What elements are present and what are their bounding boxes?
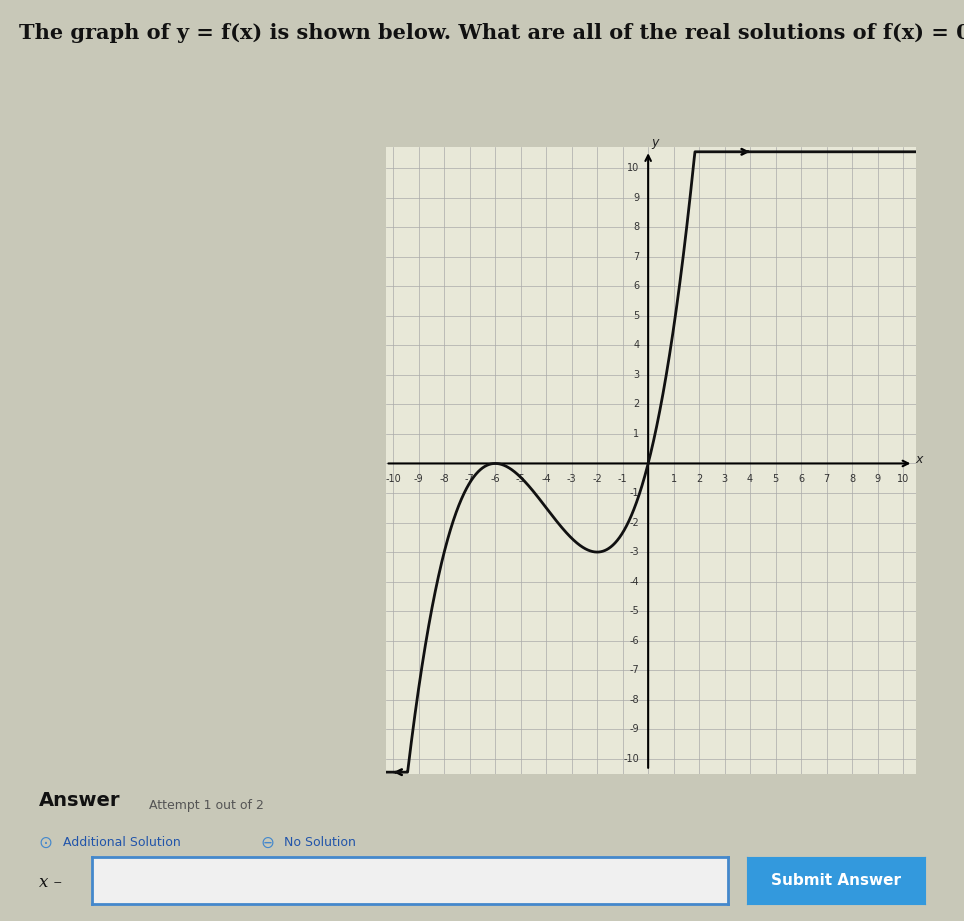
Text: 10: 10 (627, 163, 639, 173)
Text: -7: -7 (629, 665, 639, 675)
Text: -10: -10 (386, 473, 401, 484)
Text: -9: -9 (629, 724, 639, 734)
Text: -10: -10 (624, 754, 639, 764)
Text: x: x (916, 452, 924, 465)
Text: -3: -3 (629, 547, 639, 557)
Text: 8: 8 (849, 473, 855, 484)
Text: The graph of y = f(x) is shown below. What are all of the real solutions of f(x): The graph of y = f(x) is shown below. Wh… (19, 23, 964, 43)
Text: 7: 7 (823, 473, 830, 484)
Text: ⊙: ⊙ (39, 834, 52, 852)
Text: 9: 9 (633, 192, 639, 203)
Text: No Solution: No Solution (284, 836, 357, 849)
Text: Additional Solution: Additional Solution (63, 836, 180, 849)
Text: -4: -4 (629, 577, 639, 587)
Text: 5: 5 (772, 473, 779, 484)
Text: 8: 8 (633, 222, 639, 232)
Text: -2: -2 (592, 473, 602, 484)
Text: 3: 3 (633, 370, 639, 379)
Text: 1: 1 (633, 429, 639, 439)
Text: 3: 3 (722, 473, 728, 484)
Text: 6: 6 (798, 473, 804, 484)
Text: 7: 7 (633, 251, 639, 262)
Text: y: y (651, 135, 658, 149)
Text: -6: -6 (629, 635, 639, 646)
Text: -6: -6 (491, 473, 500, 484)
Text: -2: -2 (629, 518, 639, 528)
Text: -3: -3 (567, 473, 576, 484)
Text: x –: x – (39, 874, 62, 891)
Text: -8: -8 (440, 473, 449, 484)
Text: 2: 2 (633, 400, 639, 409)
Text: 10: 10 (897, 473, 909, 484)
Text: Attempt 1 out of 2: Attempt 1 out of 2 (149, 799, 264, 812)
Text: -9: -9 (414, 473, 423, 484)
Text: -4: -4 (542, 473, 551, 484)
Text: 4: 4 (747, 473, 753, 484)
Text: -5: -5 (516, 473, 525, 484)
Text: 4: 4 (633, 340, 639, 350)
Text: -7: -7 (465, 473, 474, 484)
Text: -1: -1 (618, 473, 628, 484)
Text: 1: 1 (671, 473, 677, 484)
Text: 6: 6 (633, 281, 639, 291)
Text: -8: -8 (629, 694, 639, 705)
Text: -5: -5 (629, 606, 639, 616)
Text: -1: -1 (629, 488, 639, 498)
Text: 9: 9 (874, 473, 881, 484)
Text: ⊖: ⊖ (260, 834, 274, 852)
Text: 2: 2 (696, 473, 702, 484)
Text: 5: 5 (633, 310, 639, 321)
Text: Answer: Answer (39, 791, 120, 810)
Text: Submit Answer: Submit Answer (771, 873, 901, 888)
